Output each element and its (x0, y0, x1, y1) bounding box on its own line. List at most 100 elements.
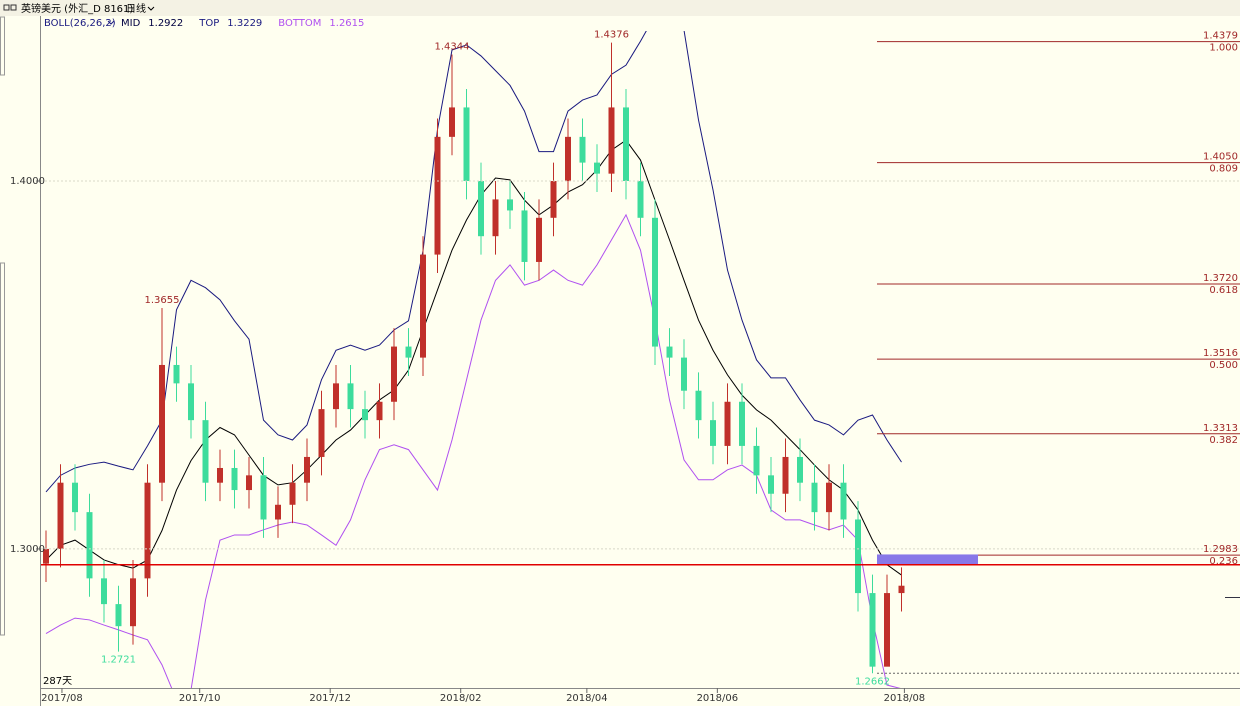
chevron (107, 20, 115, 25)
band-line (45, 213, 901, 688)
x-tick-label: 2017/10 (179, 693, 221, 704)
candle-body (695, 390, 702, 421)
candle-body (246, 475, 252, 491)
x-tick-label: 2018/04 (566, 693, 608, 704)
candle-body (318, 409, 325, 457)
candle-body (130, 578, 136, 627)
legend-value: 1.3229 (227, 18, 262, 29)
x-tick-label: 2018/06 (697, 693, 739, 704)
fib-ratio: 0.618 (1209, 285, 1238, 296)
band-line (45, 139, 902, 576)
candle-body (521, 210, 528, 262)
candle-body (144, 482, 151, 579)
y-tick-label: 1.3000 (10, 544, 45, 555)
x-tick-label: 2017/12 (309, 693, 351, 704)
fib-ratio: 0.236 (1209, 556, 1238, 567)
fib-value: 1.3313 (1203, 423, 1238, 434)
band-line (45, 31, 902, 493)
candle-body (782, 456, 789, 494)
candle-body (608, 107, 615, 174)
candle-body (666, 346, 673, 358)
candle-body (289, 482, 296, 505)
candle-body (333, 383, 339, 410)
candle-body (623, 107, 629, 182)
days: 287天 (43, 676, 72, 687)
side-frame (0, 262, 5, 636)
candle-body (550, 181, 557, 218)
candle-body (536, 217, 542, 262)
fib-ratio: 0.500 (1209, 360, 1238, 371)
candle-body (739, 401, 745, 446)
fib-ratio: 1.000 (1209, 43, 1238, 54)
candle-body (797, 456, 803, 483)
candle-body (202, 420, 209, 483)
candle-body (478, 181, 484, 237)
candle-body (188, 383, 194, 421)
candle-body (869, 593, 876, 667)
candle-body (391, 346, 397, 402)
fib-value: 1.3720 (1203, 273, 1238, 284)
indicator-name: BOLL(26,26,2) (44, 18, 116, 29)
x-tick-label: 2018/08 (884, 693, 926, 704)
candle-body (72, 482, 78, 513)
candle-body (710, 420, 716, 446)
fib-ratio: 0.382 (1209, 435, 1238, 446)
candle-body (101, 578, 107, 605)
icon (3, 4, 10, 11)
annotation: 1.3655 (145, 295, 180, 306)
candle-body (260, 475, 267, 520)
candle-body (826, 482, 832, 513)
candle-body (362, 409, 368, 421)
candle-body (405, 346, 412, 358)
fib-value: 1.4050 (1203, 152, 1238, 163)
candle-body (217, 467, 223, 483)
fib-value: 1.3516 (1203, 348, 1238, 359)
side-frame (0, 16, 5, 76)
candle-body (637, 181, 644, 218)
fib-value: 1.4379 (1203, 31, 1238, 42)
candle-body (753, 445, 760, 476)
candle-body (724, 401, 731, 446)
annotation: 1.2662 (855, 676, 890, 687)
candle-body (855, 519, 861, 594)
candle-body (376, 401, 383, 421)
candle-body (681, 357, 687, 391)
candle-body (43, 548, 49, 564)
candle-body (898, 585, 905, 594)
candle-body (115, 604, 122, 627)
candle-body (884, 593, 890, 667)
symbol: 英镑美元 (外汇_D 8161) (21, 2, 133, 15)
candle-body (463, 107, 470, 182)
legend-label: BOTTOM (278, 18, 321, 29)
annotation: 1.4344 (435, 41, 470, 52)
y-tick-label: 1.4000 (10, 176, 45, 187)
x-tick-label: 2017/08 (41, 693, 83, 704)
legend-value: 1.2922 (148, 18, 183, 29)
candle-body (159, 364, 165, 483)
chevron (147, 6, 155, 11)
candle-body (449, 107, 455, 137)
fib-ratio: 0.809 (1209, 164, 1238, 175)
candle-body (275, 504, 281, 520)
zone (877, 554, 978, 565)
candle-body (594, 162, 600, 174)
candle-body (492, 199, 499, 237)
candle-body (434, 136, 441, 255)
candle-body (173, 364, 180, 384)
candle-body (811, 482, 818, 513)
candle-body (420, 254, 426, 358)
icon (10, 4, 17, 11)
candle-body (840, 482, 847, 520)
candle-body (57, 482, 64, 549)
legend-value: 1.2615 (329, 18, 364, 29)
plot (43, 31, 905, 688)
legend-label: MID (121, 18, 141, 29)
candle-body (231, 467, 238, 491)
header-bar (0, 0, 1240, 16)
fib-value: 1.2983 (1203, 544, 1238, 555)
candle-body (507, 199, 513, 211)
candle-body (565, 136, 571, 182)
period[interactable]: 日线 (126, 2, 146, 15)
candle-body (347, 383, 354, 410)
